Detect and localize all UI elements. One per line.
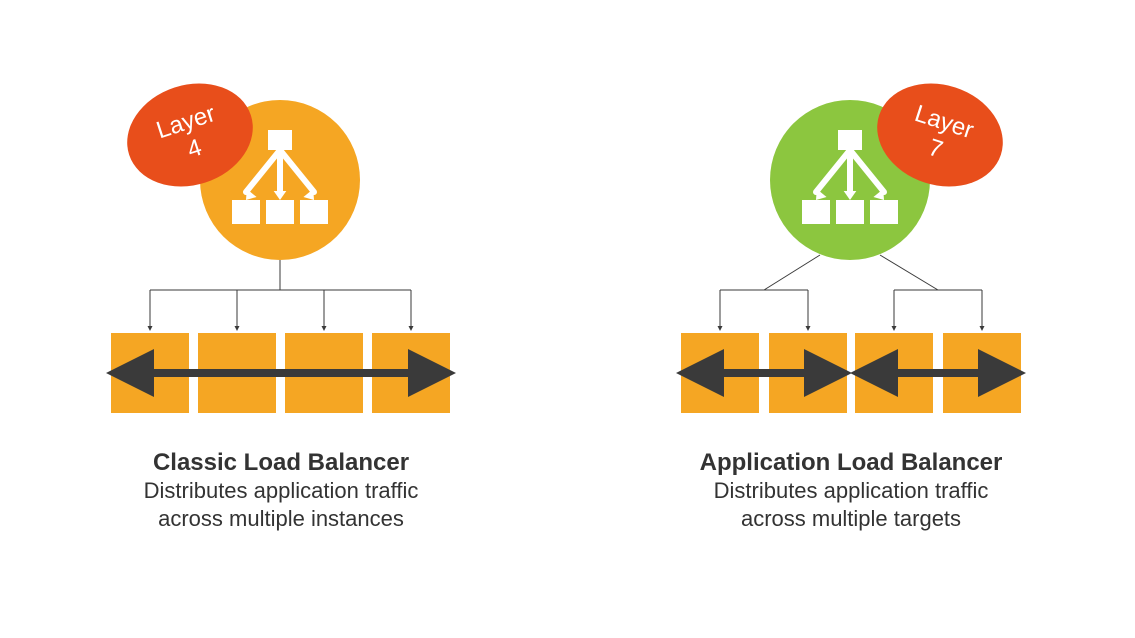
- classic-title: Classic Load Balancer: [153, 449, 409, 476]
- lb-icon-target-box: [266, 200, 294, 224]
- application-title: Application Load Balancer: [700, 449, 1003, 476]
- lb-icon-target-box: [802, 200, 830, 224]
- lb-icon-target-box: [836, 200, 864, 224]
- application-desc-line2: across multiple targets: [741, 506, 961, 531]
- lb-icon-target-box: [300, 200, 328, 224]
- classic-desc-line1: Distributes application traffic: [144, 478, 419, 503]
- lb-icon-target-box: [232, 200, 260, 224]
- classic-desc-line2: across multiple instances: [158, 506, 404, 531]
- application-desc-line1: Distributes application traffic: [714, 478, 989, 503]
- lb-icon-target-box: [870, 200, 898, 224]
